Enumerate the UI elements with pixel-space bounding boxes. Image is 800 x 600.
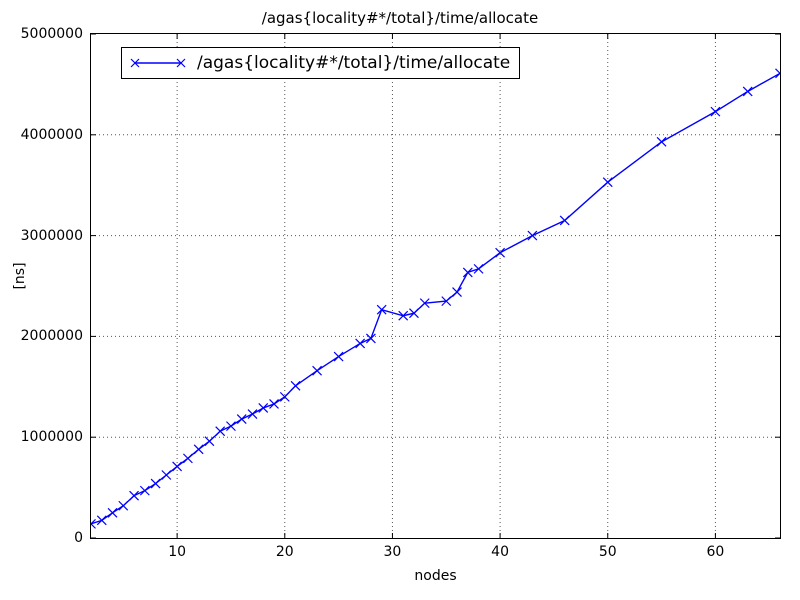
y-tick-label: 2000000 bbox=[20, 328, 83, 345]
y-tick-label: 5000000 bbox=[20, 26, 83, 42]
chart-title: /agas{locality#*/total}/time/allocate bbox=[261, 9, 539, 27]
plot-canvas bbox=[91, 34, 780, 538]
y-axis-tick-labels: 0 1000000 2000000 3000000 4000000 5000000 bbox=[0, 26, 83, 546]
x-tick-label: 60 bbox=[706, 544, 725, 560]
x-tick-label: 30 bbox=[383, 544, 402, 560]
x-tick-label: 40 bbox=[491, 544, 510, 560]
y-tick-label: 1000000 bbox=[20, 429, 83, 446]
y-tick-label: 4000000 bbox=[20, 126, 83, 143]
legend-entry-label: /agas{locality#*/total}/time/allocate bbox=[197, 53, 511, 73]
grid-lines bbox=[91, 34, 780, 538]
x-axis-label: nodes bbox=[414, 568, 457, 584]
x-axis-tick-labels: 10 20 30 40 50 60 bbox=[90, 544, 781, 564]
x-tick-label: 50 bbox=[598, 544, 617, 560]
axis-tick-marks bbox=[91, 34, 780, 538]
data-series-group bbox=[91, 68, 780, 529]
x-tick-label: 10 bbox=[168, 544, 187, 560]
plot-area bbox=[90, 33, 781, 539]
legend-line-sample-icon bbox=[130, 58, 186, 68]
y-tick-label: 3000000 bbox=[20, 227, 83, 244]
chart-legend: /agas{locality#*/total}/time/allocate bbox=[121, 47, 521, 79]
x-tick-label: 20 bbox=[275, 544, 294, 560]
y-tick-label: 0 bbox=[74, 530, 83, 546]
